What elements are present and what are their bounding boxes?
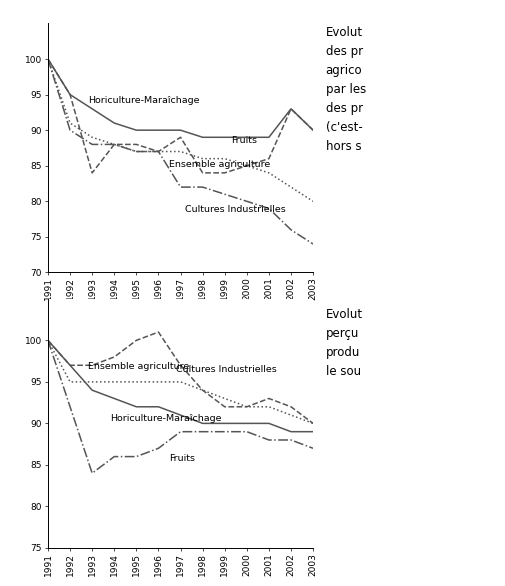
Text: Evolut
des pr
agrico
par les
des pr
(c'est-
hors s: Evolut des pr agrico par les des pr (c'e… bbox=[326, 26, 366, 154]
Text: Ensemble agriculture: Ensemble agriculture bbox=[170, 160, 271, 169]
Text: Horiculture-Maraîchage: Horiculture-Maraîchage bbox=[110, 414, 221, 423]
Text: Fruits: Fruits bbox=[170, 454, 195, 463]
Text: Horiculture-Maraîchage: Horiculture-Maraîchage bbox=[88, 96, 199, 105]
Text: Cultures Industrielles: Cultures Industrielles bbox=[185, 205, 286, 214]
Text: Cultures Industrielles: Cultures Industrielles bbox=[176, 365, 277, 374]
Text: Ensemble agriculture: Ensemble agriculture bbox=[88, 362, 189, 372]
Text: Fruits: Fruits bbox=[231, 136, 258, 145]
Text: Evolut
perçu
produ
le sou: Evolut perçu produ le sou bbox=[326, 308, 363, 377]
